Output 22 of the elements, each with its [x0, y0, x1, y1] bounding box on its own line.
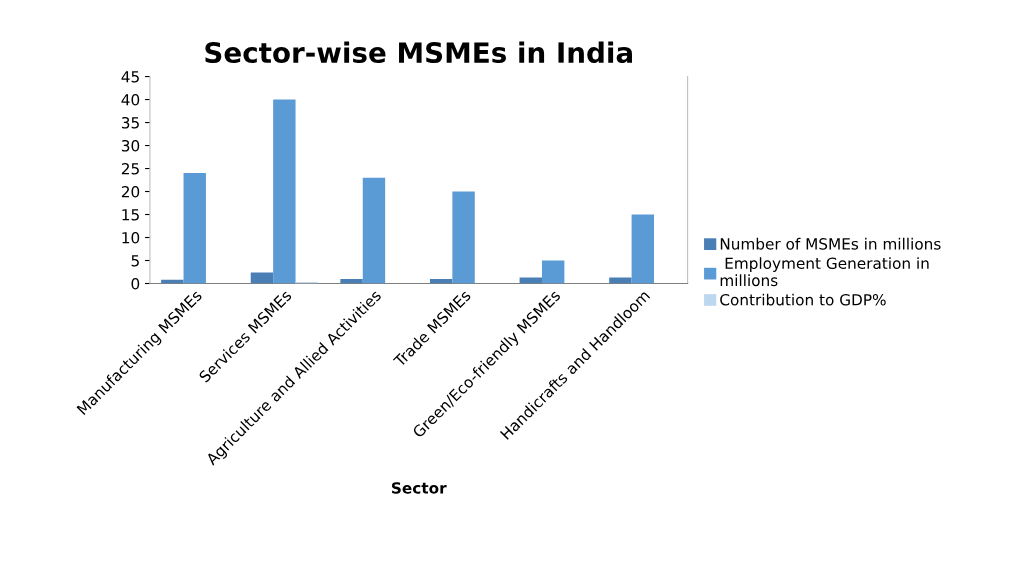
y-tick-label: 25	[121, 162, 139, 175]
legend-label: Contribution to GDP%	[720, 293, 886, 306]
y-tick-label: 30	[121, 140, 140, 152]
bar	[362, 177, 386, 284]
x-axis-title: Sector	[391, 482, 447, 494]
y-tick-label: 10	[122, 231, 140, 244]
y-tick-label: 15	[122, 209, 139, 221]
legend-label: Number of MSMEs in millions	[720, 237, 941, 250]
bar	[452, 191, 475, 284]
y-tick-label: 0	[131, 277, 140, 290]
bar	[631, 214, 655, 284]
bar	[183, 173, 206, 284]
y-tick-label: 35	[121, 117, 139, 129]
y-tick-label: 20	[121, 185, 140, 198]
bar	[541, 260, 565, 284]
y-tick-label: 40	[121, 94, 140, 106]
bar	[273, 99, 296, 284]
y-tick-label: 45	[121, 71, 139, 83]
y-tick-label: 5	[131, 255, 139, 267]
legend-label: Employment Generation in millions	[720, 257, 929, 287]
chart-title: Sector-wise MSMEs in India	[205, 41, 632, 64]
bar	[250, 272, 274, 284]
